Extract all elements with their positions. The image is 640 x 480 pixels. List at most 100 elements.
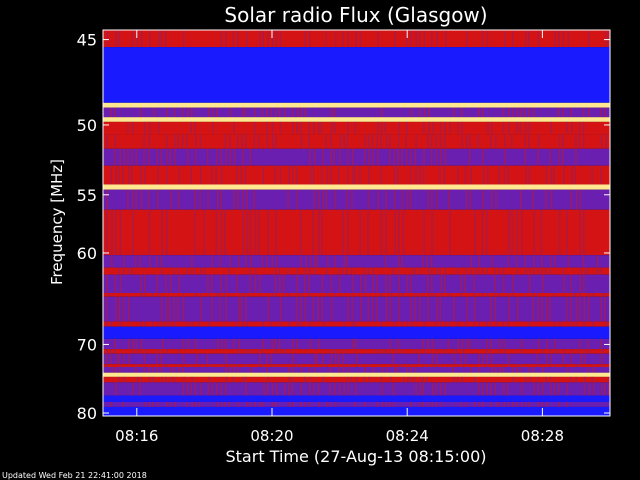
band-texture [469, 134, 471, 149]
band-texture [274, 349, 277, 354]
band-texture [271, 292, 273, 297]
band-texture [253, 134, 256, 149]
band-texture [507, 364, 510, 367]
band-texture [204, 364, 206, 367]
band-texture [115, 353, 118, 365]
band-texture [381, 366, 383, 373]
band-texture [261, 107, 264, 118]
band-texture [224, 30, 227, 48]
band-texture [114, 134, 117, 149]
band-texture [270, 107, 273, 118]
band-texture [389, 274, 391, 293]
band-texture [244, 165, 247, 185]
band-texture [245, 107, 247, 118]
band-texture [515, 121, 518, 135]
band-texture [240, 292, 243, 297]
band-texture [465, 189, 468, 210]
band-texture [173, 376, 175, 383]
band-texture [170, 366, 173, 373]
band-texture [156, 148, 158, 166]
band-texture [512, 366, 514, 373]
band-texture [516, 366, 519, 373]
band-texture [131, 165, 133, 185]
band-texture [199, 189, 201, 210]
band-texture [296, 107, 299, 118]
band-texture [368, 148, 370, 166]
band-texture [401, 364, 404, 367]
band-texture [339, 382, 341, 396]
band-texture [300, 121, 302, 135]
band-texture [211, 255, 214, 268]
band-texture [512, 274, 514, 293]
band-texture [211, 296, 213, 322]
band-texture [279, 321, 281, 327]
band-texture [140, 274, 142, 293]
band-texture [291, 107, 294, 118]
band-texture [436, 353, 438, 365]
band-texture [220, 364, 223, 367]
band-texture [236, 364, 239, 367]
band-texture [478, 321, 481, 327]
band-texture [149, 255, 151, 268]
band-texture [304, 274, 306, 293]
band-texture [346, 376, 349, 383]
band-texture [392, 382, 395, 396]
band-texture [466, 338, 468, 350]
band-texture [292, 165, 295, 185]
band-texture [195, 134, 197, 149]
band-texture [279, 30, 282, 48]
band-texture [428, 121, 430, 135]
band-texture [487, 165, 489, 185]
band-texture [481, 401, 484, 407]
band-texture [246, 30, 248, 48]
band-texture [439, 134, 442, 149]
band-texture [140, 30, 143, 48]
band-texture [308, 401, 311, 407]
band-texture [173, 267, 175, 275]
band-texture [157, 321, 160, 327]
band-texture [409, 148, 412, 166]
band-texture [339, 134, 342, 149]
band-texture [398, 209, 400, 256]
band-texture [502, 364, 505, 367]
band-texture [149, 30, 151, 48]
band-texture [359, 165, 361, 185]
band-texture [114, 366, 117, 373]
band-texture [266, 107, 268, 118]
band-texture [482, 267, 485, 275]
band-texture [486, 30, 489, 48]
band-texture [582, 255, 585, 268]
band-texture [151, 292, 154, 297]
band-texture [394, 366, 396, 373]
band-texture [164, 30, 167, 48]
band-texture [266, 353, 269, 365]
band-texture [242, 321, 244, 327]
band-texture [393, 148, 396, 166]
band-texture [262, 165, 265, 185]
band-texture [177, 134, 179, 149]
band-texture [537, 401, 540, 407]
band-texture [346, 267, 348, 275]
band-texture [542, 366, 544, 373]
band-texture [600, 134, 603, 149]
band-texture [224, 292, 226, 297]
band-purple [103, 366, 610, 373]
band-red [103, 209, 610, 256]
band-texture [482, 189, 484, 210]
band-texture [427, 401, 429, 407]
band-texture [392, 267, 395, 275]
band-texture [174, 401, 177, 407]
band-texture [291, 382, 293, 396]
band-texture [288, 165, 291, 185]
band-texture [579, 364, 581, 367]
band-texture [228, 366, 231, 373]
band-texture [114, 274, 116, 293]
band-texture [575, 376, 577, 383]
band-texture [275, 209, 277, 256]
band-texture [600, 296, 602, 322]
band-texture [224, 364, 226, 367]
band-texture [304, 30, 306, 48]
band-texture [267, 296, 270, 322]
band-texture [203, 209, 206, 256]
band-texture [528, 30, 530, 48]
